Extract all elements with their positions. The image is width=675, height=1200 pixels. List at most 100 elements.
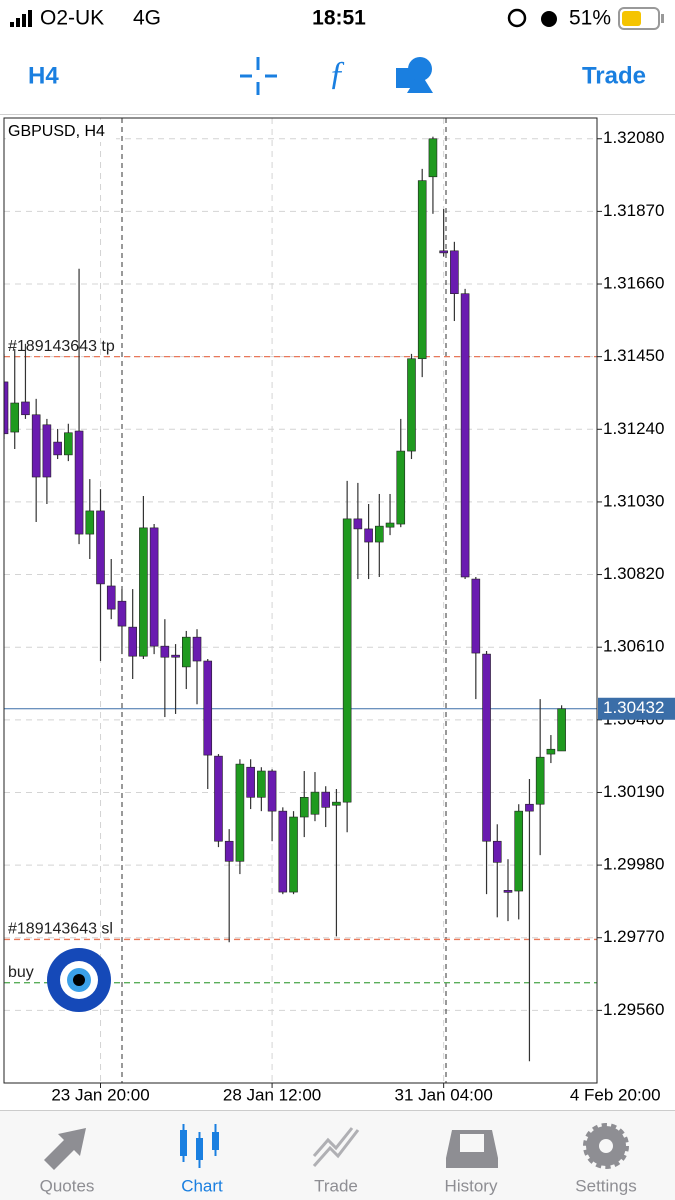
candle-body bbox=[139, 527, 148, 657]
rotation-lock-icon bbox=[507, 8, 527, 28]
grid bbox=[4, 118, 597, 1083]
tab-bar: Quotes Chart Trade History Settings bbox=[0, 1110, 675, 1200]
y-tick-label: 1.31450 bbox=[603, 346, 664, 365]
x-tick-label: 28 Jan 12:00 bbox=[223, 1085, 321, 1104]
trade-icon bbox=[312, 1127, 360, 1167]
candle-body bbox=[128, 626, 137, 657]
indicators-button[interactable]: ƒ bbox=[329, 55, 346, 92]
candle-body bbox=[224, 840, 234, 862]
chart-title: GBPUSD, H4 bbox=[8, 123, 105, 140]
trade-button[interactable]: Trade bbox=[582, 62, 646, 89]
candle-body bbox=[257, 770, 266, 798]
candle-body bbox=[321, 791, 330, 808]
title-backdrop bbox=[6, 120, 116, 142]
candle-body bbox=[535, 756, 545, 805]
timeframe-button[interactable]: H4 bbox=[28, 62, 59, 89]
objects-button[interactable] bbox=[396, 57, 433, 93]
candle-body bbox=[42, 424, 52, 478]
candle-body bbox=[53, 441, 62, 456]
y-tick-label: 1.30820 bbox=[603, 564, 664, 583]
candle-body bbox=[385, 522, 395, 528]
candle-body bbox=[160, 645, 170, 658]
candle-body bbox=[289, 816, 298, 893]
candle-body bbox=[471, 578, 481, 654]
history-icon bbox=[446, 1130, 498, 1168]
level-label: buy bbox=[8, 964, 34, 981]
eye-sticker bbox=[47, 948, 111, 1012]
tab-label[interactable]: Quotes bbox=[40, 1176, 95, 1195]
candle-body bbox=[31, 414, 41, 478]
axes: 1.32080 1.31870 1.31660 1.31450 1.31240 1.310… bbox=[51, 128, 675, 1104]
candle-body bbox=[439, 250, 448, 254]
candle-body bbox=[525, 803, 534, 812]
signal-bar bbox=[28, 10, 32, 27]
y-tick-label: 1.31030 bbox=[603, 491, 664, 510]
level-label: #189143643 sl bbox=[8, 921, 113, 938]
y-tick-label: 1.31240 bbox=[603, 419, 664, 438]
candle-body bbox=[428, 138, 438, 178]
candle-body bbox=[96, 510, 105, 585]
battery-percent: 51% bbox=[569, 7, 611, 30]
signal-bar bbox=[22, 14, 26, 27]
toolbar: H4 ƒ Trade bbox=[0, 55, 675, 115]
candle-body bbox=[10, 402, 20, 433]
candle-body bbox=[64, 432, 73, 456]
candle-body bbox=[514, 810, 524, 892]
candle-body bbox=[557, 708, 566, 752]
chart-icon bbox=[180, 1124, 219, 1168]
level-label: #189143643 tp bbox=[8, 338, 115, 355]
tab-label[interactable]: Trade bbox=[314, 1176, 358, 1195]
candle-body bbox=[235, 763, 245, 862]
candle-body bbox=[4, 381, 9, 435]
candle-body bbox=[482, 653, 491, 842]
levels: #189143643 tp #189143643 sl buy bbox=[4, 338, 597, 984]
candle-body bbox=[342, 518, 352, 803]
y-tick-label: 1.29560 bbox=[603, 1000, 664, 1019]
carrier: O2-UK bbox=[40, 7, 104, 30]
tab-label[interactable]: Chart bbox=[181, 1176, 223, 1195]
quotes-icon bbox=[44, 1128, 86, 1170]
candle-body bbox=[492, 840, 502, 863]
tab-label[interactable]: Settings bbox=[575, 1176, 636, 1195]
bid-label-bg bbox=[598, 697, 675, 720]
candle-body bbox=[171, 654, 180, 658]
candle-body bbox=[310, 791, 320, 815]
y-tick-label: 1.30190 bbox=[603, 782, 664, 801]
y-tick-label: 1.30610 bbox=[603, 637, 664, 656]
plot-frame bbox=[3, 117, 598, 1084]
candle-body bbox=[396, 450, 406, 525]
tab-label[interactable]: History bbox=[445, 1176, 498, 1195]
candle-body bbox=[417, 180, 427, 360]
candle-body bbox=[117, 600, 127, 627]
candle-body bbox=[299, 797, 309, 818]
candle-body bbox=[353, 518, 363, 530]
candles bbox=[4, 136, 566, 1062]
bid-label: 1.30432 bbox=[603, 698, 664, 717]
battery-tip bbox=[661, 14, 664, 23]
x-tick-label: 23 Jan 20:00 bbox=[51, 1085, 149, 1104]
signal-bar bbox=[16, 18, 20, 27]
candle-body bbox=[149, 527, 159, 647]
candle-body bbox=[460, 293, 470, 578]
candle-body bbox=[214, 755, 223, 842]
y-tick-label: 1.31660 bbox=[603, 274, 664, 293]
x-tick-label: 4 Feb 20:00 bbox=[570, 1085, 661, 1104]
candle-body bbox=[503, 890, 513, 893]
candle-body bbox=[85, 510, 95, 535]
candle-body bbox=[407, 358, 416, 452]
x-tick-label: 31 Jan 04:00 bbox=[395, 1085, 493, 1104]
alarm-icon bbox=[541, 11, 557, 27]
battery-outline bbox=[618, 7, 660, 30]
candle-body bbox=[332, 801, 341, 806]
crosshair-button[interactable] bbox=[240, 57, 277, 95]
candle-body bbox=[267, 770, 277, 812]
candle-body bbox=[246, 766, 255, 798]
y-tick-label: 1.29770 bbox=[603, 927, 664, 946]
candle-body bbox=[74, 430, 84, 535]
candle-body bbox=[278, 810, 288, 893]
candle-body bbox=[21, 401, 30, 416]
signal-bar bbox=[10, 22, 14, 27]
clock: 18:51 bbox=[312, 7, 366, 30]
